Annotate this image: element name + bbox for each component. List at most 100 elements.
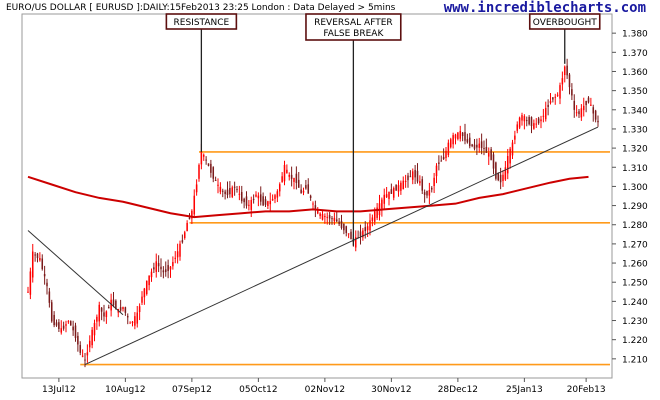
candle-body: [578, 111, 580, 115]
x-tick-label: 05Oct12: [239, 385, 277, 395]
candle-body: [511, 142, 514, 156]
annotation-box: [528, 13, 601, 30]
candle-body: [46, 282, 48, 287]
candle-body: [354, 237, 357, 248]
candle-body: [376, 207, 378, 218]
candle-body: [96, 316, 98, 322]
candle-body: [36, 253, 39, 259]
candle-body: [435, 165, 438, 177]
candle-body: [31, 251, 34, 278]
candle-body: [476, 144, 478, 148]
candle-body: [343, 224, 345, 231]
x-tick-label: 10Aug12: [105, 385, 145, 395]
candle-body: [506, 155, 509, 174]
candle-body: [153, 267, 155, 270]
x-tick-label: 02Nov12: [305, 385, 345, 395]
candle-body: [309, 195, 312, 199]
candle-body: [402, 180, 405, 190]
y-tick-label: 1.280: [622, 221, 648, 231]
candle-body: [549, 101, 552, 103]
candle-body: [134, 316, 136, 326]
candle-body: [421, 179, 424, 191]
candle-body: [497, 173, 500, 181]
candle-body: [131, 321, 134, 323]
candle-body: [509, 148, 511, 164]
candle-body: [369, 220, 371, 231]
candle-body: [183, 232, 186, 239]
candle-body: [79, 345, 82, 353]
candle-body: [195, 184, 198, 193]
candle-body: [430, 187, 433, 190]
candle-body: [478, 143, 481, 148]
candle-body: [338, 221, 340, 225]
candle-body: [43, 273, 46, 277]
annotation-label: FALSE BREAK: [323, 29, 384, 39]
candle-body: [186, 222, 188, 232]
candle-body: [269, 201, 272, 205]
x-tick-label: 20Feb13: [567, 385, 606, 395]
candle-body: [226, 189, 229, 195]
candle-body: [274, 195, 276, 199]
candle-body: [107, 307, 110, 309]
candle-body: [181, 240, 184, 243]
candle-body: [409, 176, 412, 178]
watermark: www.incrediblecharts.com: [443, 0, 646, 16]
candle-body: [290, 174, 293, 179]
y-tick-label: 1.230: [622, 317, 648, 327]
candle-body: [112, 299, 115, 306]
candle-body: [547, 104, 549, 107]
candle-body: [53, 314, 55, 326]
candle-body: [233, 186, 236, 188]
candle-body: [257, 195, 260, 199]
candle-body: [362, 230, 364, 238]
candle-body: [124, 307, 127, 313]
candle-body: [561, 78, 564, 85]
candle-body: [172, 262, 174, 267]
candle-body: [321, 214, 324, 220]
candle-body: [62, 325, 65, 329]
candle-body: [67, 321, 70, 323]
candle-body: [426, 190, 428, 196]
candle-body: [236, 188, 238, 190]
candle-body: [445, 150, 447, 159]
candle-body: [93, 323, 96, 336]
candle-body: [530, 117, 533, 127]
candle-body: [428, 190, 431, 196]
candle-body: [537, 118, 540, 124]
candle-body: [590, 104, 592, 106]
candle-body: [347, 233, 350, 235]
moving-average-line: [27, 175, 589, 219]
candle-body: [271, 199, 274, 201]
x-tick-label: 28Dec12: [438, 385, 478, 395]
candle-body: [440, 160, 443, 162]
candle-body: [119, 307, 122, 311]
candle-body: [264, 199, 267, 205]
x-tick-label: 30Nov12: [371, 385, 411, 395]
candle-body: [255, 194, 257, 197]
candle-body: [148, 275, 150, 286]
candle-body: [307, 184, 310, 194]
candle-body: [65, 324, 67, 326]
candle-body: [535, 123, 538, 125]
candle-body: [331, 218, 333, 220]
candle-body: [452, 135, 454, 145]
candle-body: [145, 280, 148, 295]
candle-body: [580, 108, 583, 118]
trendline: [84, 126, 599, 366]
y-tick-label: 1.370: [622, 49, 648, 59]
candle-body: [392, 188, 395, 198]
candle-body: [359, 231, 362, 237]
candle-body: [464, 132, 466, 141]
candle-body: [86, 352, 89, 356]
candle-body: [214, 180, 217, 182]
candle-body: [483, 148, 485, 150]
y-tick-label: 1.250: [622, 279, 648, 289]
candle-body: [50, 302, 53, 322]
candle-body: [502, 174, 504, 182]
candle-body: [521, 115, 523, 121]
candle-body: [207, 163, 210, 166]
candle-body: [540, 119, 542, 122]
candle-body: [293, 177, 295, 182]
candle-body: [210, 163, 212, 173]
